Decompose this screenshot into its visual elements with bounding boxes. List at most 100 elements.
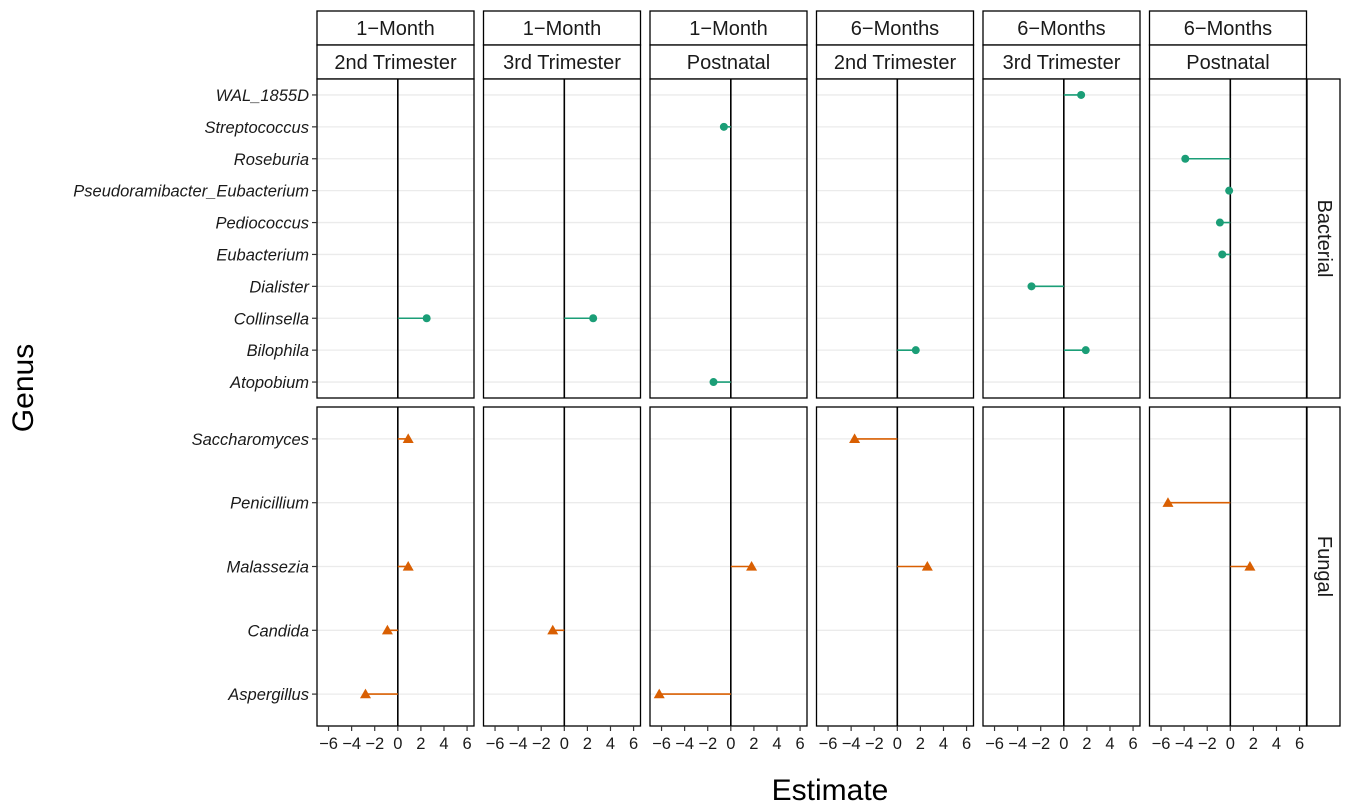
panel-bg-0-3 [816, 79, 974, 398]
data-point-3 [709, 378, 718, 387]
x-tick-label-4-2: −2 [1031, 735, 1050, 753]
x-tick-label-1-5: 4 [606, 735, 615, 753]
panel-border-0-2 [649, 78, 808, 399]
data-point-2 [719, 122, 728, 131]
y-tick-label-0-2: Roseburia [234, 151, 309, 169]
x-tick-label-4-6: 6 [1128, 735, 1137, 753]
x-tick-label-5-1: −4 [1175, 735, 1194, 753]
x-axis-title: Estimate [772, 774, 889, 804]
facet-strip-sub-1 [482, 44, 642, 80]
panel-border-1-1 [482, 406, 642, 727]
x-tick-label-2-5: 4 [772, 735, 781, 753]
x-tick-label-1-6: 6 [629, 735, 638, 753]
x-tick-label-0-2: −2 [365, 735, 384, 753]
data-point-20 [921, 561, 933, 571]
x-tick-label-5-4: 2 [1249, 735, 1258, 753]
panel-border-0-1 [482, 78, 642, 399]
x-tick-label-3-4: 2 [916, 735, 925, 753]
facet-strip-sub-label-2: Postnatal [687, 52, 770, 74]
panel-border-1-4 [982, 406, 1141, 727]
x-tick-label-5-5: 4 [1272, 735, 1281, 753]
panel-border-0-0 [316, 78, 475, 399]
panel-bg-0-5 [1149, 79, 1307, 398]
data-point-9 [1225, 186, 1234, 195]
panels-layer: 1−Month 2nd Trimester 1−Month 3rd Trimester… [73, 10, 1341, 753]
x-tick-label-2-0: −6 [652, 735, 671, 753]
y-tick-label-0-1: Streptococcus [204, 119, 309, 137]
x-tick-label-4-0: −6 [985, 735, 1004, 753]
y-tick-label-1-1: Penicillium [230, 495, 309, 513]
data-point-16 [547, 624, 559, 635]
x-tick-label-0-1: −4 [342, 735, 361, 753]
x-tick-label-0-5: 4 [439, 735, 448, 753]
data-point-14 [381, 624, 393, 635]
data-point-7 [1081, 346, 1090, 355]
x-tick-label-3-2: −2 [865, 735, 884, 753]
y-tick-label-0-8: Bilophila [247, 342, 309, 360]
panel-border-1-2 [649, 406, 808, 727]
y-tick-label-1-2: Malassezia [226, 559, 309, 577]
data-point-22 [1244, 561, 1256, 571]
y-axis-title: Genus [7, 344, 40, 432]
data-point-11 [1218, 250, 1227, 259]
x-tick-label-0-4: 2 [416, 735, 425, 753]
facet-strip-top-label-1: 1−Month [523, 18, 601, 40]
x-tick-label-4-4: 2 [1082, 735, 1091, 753]
x-tick-label-2-6: 6 [795, 735, 804, 753]
y-tick-label-1-0: Saccharomyces [192, 431, 309, 449]
x-tick-label-3-3: 0 [893, 735, 902, 753]
y-tick-label-0-3: Pseudoramibacter_Eubacterium [73, 183, 309, 201]
facet-strip-sub-3 [815, 44, 975, 80]
data-point-21 [1162, 497, 1174, 507]
x-tick-label-1-3: 0 [560, 735, 569, 753]
panel-bg-0-0 [317, 79, 474, 398]
facet-strip-top-label-3: 6−Months [851, 18, 939, 40]
data-point-5 [1077, 90, 1086, 99]
panel-border-1-5 [1148, 406, 1308, 727]
data-point-10 [1215, 218, 1224, 227]
facet-strip-row-0 [1306, 78, 1341, 399]
facet-strip-sub-label-3: 2nd Trimester [834, 52, 957, 74]
facet-strip-top-0 [316, 10, 475, 46]
facet-strip-row-1 [1306, 406, 1341, 727]
facet-strip-sub-label-5: Postnatal [1186, 52, 1269, 74]
y-tick-label-1-3: Candida [248, 622, 309, 640]
facet-strip-row-label-0: Bacterial [1313, 200, 1335, 278]
data-point-1 [589, 314, 598, 323]
x-tick-label-1-2: −2 [532, 735, 551, 753]
panel-border-0-5 [1148, 78, 1308, 399]
data-point-6 [1027, 282, 1036, 291]
x-tick-label-4-1: −4 [1008, 735, 1027, 753]
y-tick-label-0-7: Collinsella [234, 310, 309, 328]
x-tick-label-3-5: 4 [939, 735, 948, 753]
x-tick-label-2-2: −2 [698, 735, 717, 753]
x-tick-label-2-1: −4 [675, 735, 694, 753]
facet-strip-top-label-0: 1−Month [356, 18, 434, 40]
x-tick-label-1-4: 2 [583, 735, 592, 753]
x-tick-label-2-3: 0 [726, 735, 735, 753]
y-tick-label-0-9: Atopobium [229, 374, 309, 392]
facet-strip-top-label-2: 1−Month [689, 18, 767, 40]
data-point-17 [746, 561, 758, 571]
x-tick-label-3-0: −6 [819, 735, 838, 753]
x-tick-label-2-4: 2 [749, 735, 758, 753]
panel-border-0-3 [815, 78, 975, 399]
x-tick-label-5-6: 6 [1295, 735, 1304, 753]
x-tick-label-4-3: 0 [1059, 735, 1068, 753]
x-tick-label-0-6: 6 [462, 735, 471, 753]
facet-strip-top-label-4: 6−Months [1017, 18, 1105, 40]
panel-bg-0-2 [650, 79, 807, 398]
x-tick-label-5-0: −6 [1152, 735, 1171, 753]
data-point-8 [1181, 154, 1190, 163]
data-point-0 [422, 314, 431, 323]
facet-strip-top-3 [815, 10, 975, 46]
x-tick-label-5-3: 0 [1226, 735, 1235, 753]
x-tick-label-0-3: 0 [393, 735, 402, 753]
data-point-19 [849, 433, 861, 444]
y-tick-label-1-4: Aspergillus [227, 686, 309, 704]
y-tick-label-0-0: WAL_1855D [216, 87, 309, 105]
y-tick-label-0-5: Eubacterium [216, 246, 309, 264]
x-tick-label-3-6: 6 [962, 735, 971, 753]
data-point-12 [402, 433, 414, 444]
